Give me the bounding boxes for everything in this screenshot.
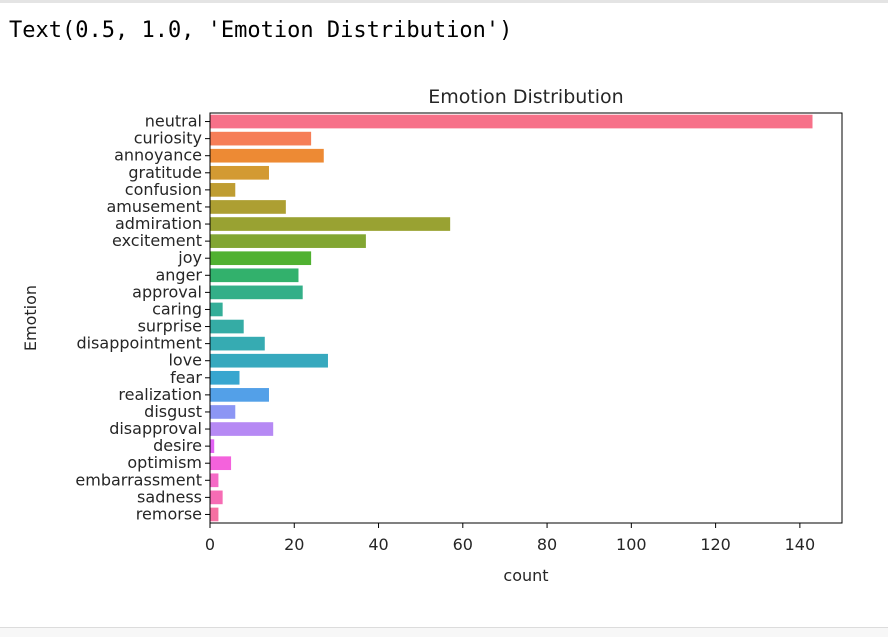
next-cell[interactable] xyxy=(0,627,888,637)
x-tick-label: 100 xyxy=(616,535,647,554)
y-tick-label: realization xyxy=(118,385,202,404)
y-tick-label: annoyance xyxy=(114,146,202,165)
x-tick-label: 20 xyxy=(284,535,304,554)
x-axis-label: count xyxy=(503,566,548,585)
cell-top-border xyxy=(0,0,888,3)
bar-group xyxy=(210,114,813,522)
bar-disappointment xyxy=(210,336,265,351)
y-tick-label: love xyxy=(168,351,202,370)
y-tick-group: neutralcuriosityannoyancegratitudeconfus… xyxy=(75,112,210,523)
y-tick-label: joy xyxy=(177,248,202,267)
y-tick-label: embarrassment xyxy=(75,470,202,489)
bar-gratitude xyxy=(210,165,269,180)
y-tick-label: excitement xyxy=(112,231,202,250)
plot-frame xyxy=(209,112,843,524)
x-tick-label: 60 xyxy=(453,535,473,554)
output-text: Text(0.5, 1.0, 'Emotion Distribution') xyxy=(9,18,513,43)
y-tick-label: admiration xyxy=(115,214,202,233)
y-tick-label: curiosity xyxy=(134,129,202,148)
chart-title: Emotion Distribution xyxy=(428,86,623,108)
bar-admiration xyxy=(210,217,451,231)
y-tick-label: disgust xyxy=(144,402,202,421)
y-tick-label: desire xyxy=(153,436,202,455)
bar-confusion xyxy=(210,183,236,197)
y-tick-label: disappointment xyxy=(76,334,202,353)
bar-love xyxy=(210,353,328,368)
bar-remorse xyxy=(210,507,219,522)
bar-sadness xyxy=(210,490,223,505)
y-tick-label: approval xyxy=(132,282,202,301)
y-tick-label: anger xyxy=(155,265,202,284)
bar-neutral xyxy=(210,114,813,129)
bar-chart: Emotion Distribution neutralcuriosityann… xyxy=(21,86,843,585)
bar-approval xyxy=(210,285,303,300)
bar-caring xyxy=(210,302,223,317)
bar-excitement xyxy=(210,234,366,248)
bar-embarrassment xyxy=(210,473,219,488)
y-tick-label: amusement xyxy=(106,197,202,216)
bar-realization xyxy=(210,388,269,402)
y-tick-label: gratitude xyxy=(128,163,202,182)
x-tick-label: 0 xyxy=(205,535,215,554)
bar-surprise xyxy=(210,319,244,334)
x-tick-label: 140 xyxy=(785,535,816,554)
x-tick-group: 0 20 40 60 80 100 120 140 xyxy=(205,523,815,554)
y-tick-label: confusion xyxy=(125,180,202,199)
bar-annoyance xyxy=(210,148,324,163)
x-tick-label: 40 xyxy=(368,535,388,554)
x-tick-label: 120 xyxy=(700,535,731,554)
bar-disgust xyxy=(210,405,236,419)
y-tick-label: optimism xyxy=(127,453,202,472)
y-axis-label: Emotion xyxy=(21,285,40,351)
bar-joy xyxy=(210,251,312,266)
x-tick-label: 80 xyxy=(537,535,557,554)
bar-desire xyxy=(210,439,215,453)
y-tick-label: sadness xyxy=(137,487,202,506)
bar-anger xyxy=(210,268,299,283)
y-tick-label: remorse xyxy=(136,504,202,523)
y-tick-label: surprise xyxy=(138,317,202,336)
bar-fear xyxy=(210,370,240,385)
bar-disapproval xyxy=(210,422,274,436)
bar-amusement xyxy=(210,200,286,214)
y-tick-label: caring xyxy=(152,299,202,318)
bar-optimism xyxy=(210,456,232,471)
y-tick-label: disapproval xyxy=(109,419,202,438)
bar-curiosity xyxy=(210,131,312,146)
y-tick-label: neutral xyxy=(145,112,202,131)
y-tick-label: fear xyxy=(170,368,202,387)
